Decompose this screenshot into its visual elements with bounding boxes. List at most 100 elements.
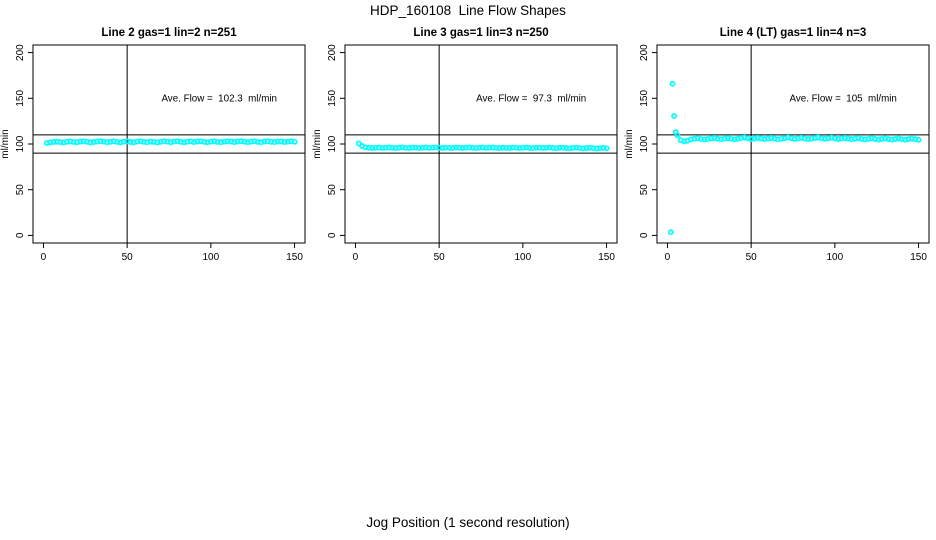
data-point: [519, 144, 526, 151]
data-point: [375, 144, 382, 151]
y-tick-label-200: 200: [639, 44, 650, 61]
data-point: [439, 145, 446, 151]
y-tick-label-200: 200: [15, 44, 26, 61]
x-tick-label-150: 150: [598, 252, 615, 263]
y-axis-label: ml/min: [312, 129, 323, 158]
y-tick-label-200: 200: [327, 44, 338, 61]
panel-3-plot: Line 4 (LT) gas=1 lin=4 n=3 0 50 100 150 0 50 1…: [624, 27, 930, 263]
data-point: [529, 145, 536, 152]
y-tick-label-0: 0: [15, 232, 26, 238]
x-tick-label-150: 150: [910, 252, 927, 263]
data-point: [499, 144, 506, 151]
data-point: [201, 138, 208, 145]
data-point: [513, 144, 520, 151]
data-point: [161, 138, 167, 145]
data-point: [570, 144, 577, 151]
data-point: [362, 144, 369, 151]
figure-x-axis-label: Jog Position (1 second resolution): [366, 515, 570, 530]
y-tick-label-150: 150: [15, 90, 26, 107]
panel-title: Line 2 gas=1 lin=2 n=251: [101, 27, 237, 39]
panel-title: Line 3 gas=1 lin=3 n=250: [413, 27, 548, 39]
data-point: [486, 144, 493, 151]
data-point: [140, 138, 147, 145]
data-point: [416, 145, 423, 152]
data-point: [669, 80, 676, 87]
data-point: [536, 144, 543, 151]
data-points: [667, 80, 922, 236]
data-point: [446, 144, 453, 151]
x-tick-label-0: 0: [665, 252, 671, 263]
plot-box: [344, 44, 618, 244]
data-point: [224, 138, 231, 145]
x-tick-label-50: 50: [434, 252, 446, 263]
y-tick-label-0: 0: [327, 232, 338, 238]
panel-3: Line 4 (LT) gas=1 lin=4 n=3 0 50 100 150 0 50 1…: [624, 24, 936, 269]
y-tick-label-50: 50: [15, 184, 26, 196]
data-point: [389, 144, 396, 151]
data-point: [120, 138, 127, 145]
panel-2: Line 3 gas=1 lin=3 n=250 0 50 100 150 0 50 100 1…: [312, 24, 624, 269]
data-point: [194, 138, 201, 145]
x-tick-label-100: 100: [827, 252, 844, 263]
data-point: [291, 138, 298, 145]
y-tick-label-50: 50: [639, 184, 650, 196]
data-point: [402, 144, 409, 151]
data-point: [523, 144, 530, 151]
data-point: [506, 145, 513, 151]
data-points: [355, 140, 610, 152]
data-point: [701, 136, 708, 143]
data-point: [382, 144, 389, 151]
data-point: [207, 138, 214, 145]
data-point: [369, 145, 376, 151]
data-point: [127, 139, 134, 145]
x-tick-label-150: 150: [286, 252, 303, 263]
panel-1-plot: Line 2 gas=1 lin=2 n=251 0 50 100 150 0 50 100 1…: [0, 27, 306, 263]
y-axis-label: ml/min: [624, 129, 635, 158]
data-point: [479, 144, 486, 151]
data-point: [422, 144, 429, 151]
y-tick-label-100: 100: [327, 135, 338, 152]
data-point: [543, 144, 550, 151]
data-point: [50, 139, 57, 145]
data-point: [57, 139, 64, 146]
y-tick-label-100: 100: [15, 135, 26, 152]
data-point: [459, 145, 466, 151]
ave-flow-annotation: Ave. Flow = 105 ml/min: [790, 93, 897, 104]
data-point: [63, 138, 70, 145]
data-point: [550, 144, 556, 151]
figure-title: HDP_160108 Line Flow Shapes: [370, 3, 566, 18]
data-point: [667, 229, 674, 236]
data-point: [596, 145, 603, 152]
data-point: [70, 138, 77, 145]
data-point: [590, 145, 597, 152]
x-tick-label-100: 100: [515, 252, 532, 263]
plot-box: [656, 44, 930, 244]
ave-flow-annotation: Ave. Flow = 97.3 ml/min: [476, 93, 586, 104]
data-point: [429, 144, 436, 151]
panels-row: Line 2 gas=1 lin=2 n=251 0 50 100 150 0 50 100 1…: [0, 24, 936, 269]
data-point: [915, 136, 922, 143]
y-tick-label-150: 150: [327, 90, 338, 107]
y-axis-label: ml/min: [0, 129, 11, 158]
data-point: [77, 138, 84, 145]
data-point: [432, 144, 439, 151]
data-point: [396, 144, 402, 151]
panel-title: Line 4 (LT) gas=1 lin=4 n=3: [720, 27, 866, 39]
data-point: [708, 135, 714, 142]
data-point: [284, 138, 291, 145]
data-point: [563, 145, 570, 151]
data-point: [473, 145, 479, 152]
y-tick-label-50: 50: [327, 184, 338, 196]
x-tick-label-100: 100: [203, 252, 220, 263]
y-tick-label-150: 150: [639, 90, 650, 107]
data-point: [493, 144, 500, 151]
data-point: [104, 139, 111, 146]
data-point: [576, 145, 583, 152]
data-point: [134, 138, 141, 145]
data-point: [556, 144, 563, 151]
panel-1: Line 2 gas=1 lin=2 n=251 0 50 100 150 0 50 100 1…: [0, 24, 312, 269]
data-point: [409, 144, 416, 151]
ave-flow-annotation: Ave. Flow = 102.3 ml/min: [161, 93, 277, 104]
x-tick-label-50: 50: [746, 252, 758, 263]
